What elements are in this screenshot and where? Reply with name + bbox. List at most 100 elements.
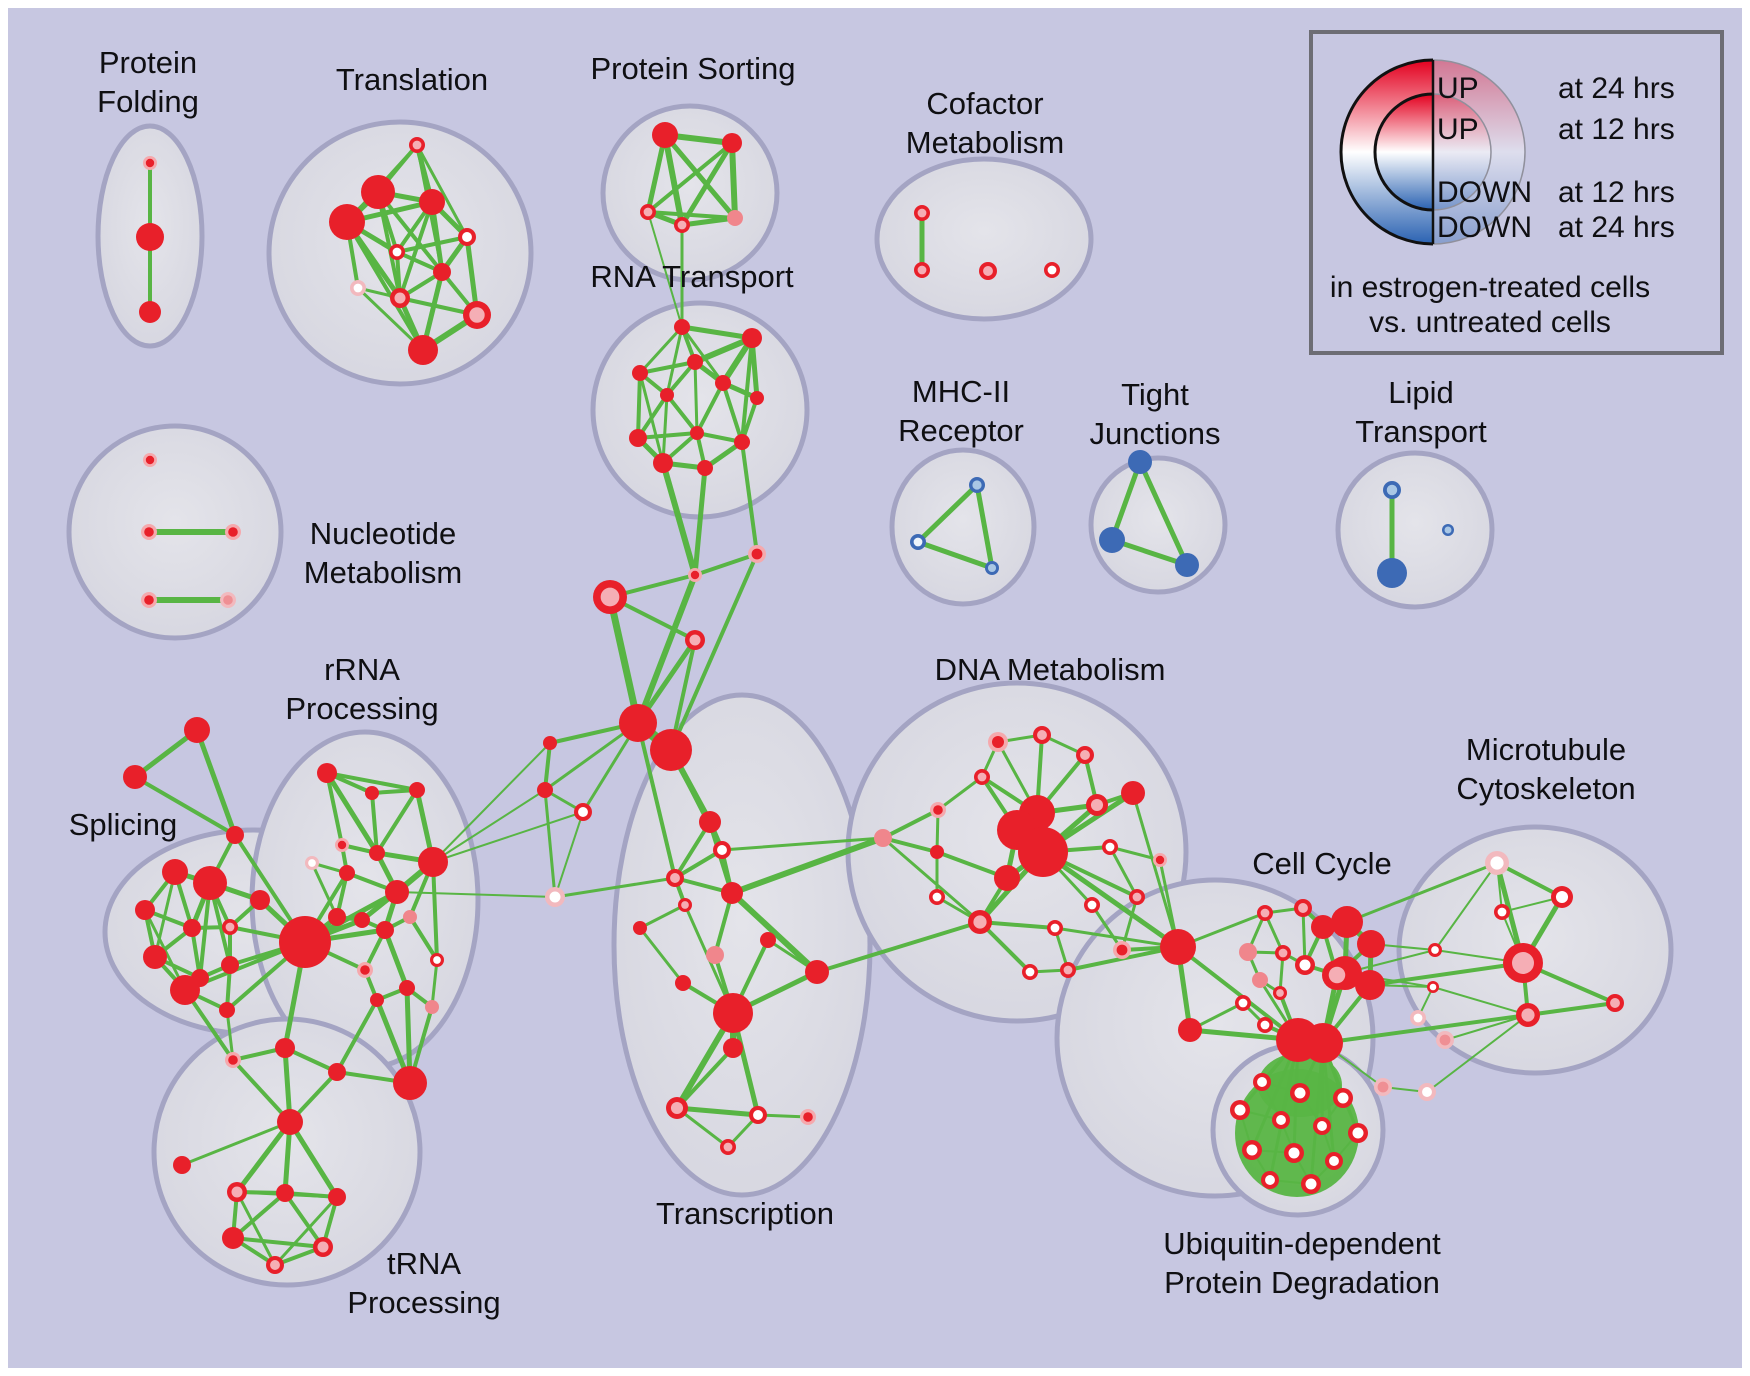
gene-node bbox=[1418, 1083, 1436, 1101]
gene-node bbox=[593, 580, 627, 614]
interaction-edge bbox=[325, 771, 344, 847]
gene-node bbox=[430, 953, 444, 967]
gene-node bbox=[266, 1256, 284, 1274]
gene-node bbox=[1076, 746, 1094, 764]
gene-node bbox=[1348, 1123, 1368, 1143]
interaction-edge bbox=[693, 360, 699, 435]
gene-node bbox=[727, 210, 743, 226]
gene-node bbox=[929, 889, 945, 905]
gene-node bbox=[1239, 943, 1257, 961]
interaction-edge bbox=[675, 1046, 735, 1110]
gene-node bbox=[1442, 524, 1454, 536]
gene-node bbox=[720, 1139, 736, 1155]
legend-time-label: at 12 hrs bbox=[1558, 113, 1675, 146]
gene-node bbox=[227, 1182, 247, 1202]
gene-node bbox=[225, 1052, 241, 1068]
gene-node bbox=[162, 859, 188, 885]
cluster-ellipse-lipid-transport bbox=[1335, 450, 1495, 610]
interaction-edge bbox=[661, 393, 669, 465]
gene-node bbox=[1355, 970, 1385, 1000]
gene-node bbox=[1178, 1018, 1202, 1042]
interaction-edge bbox=[430, 958, 439, 1009]
cluster-ellipse-rna-transport bbox=[590, 300, 810, 520]
interaction-edge bbox=[382, 927, 410, 991]
gene-node bbox=[1325, 1152, 1343, 1170]
gene-node bbox=[640, 204, 656, 220]
interaction-edge bbox=[235, 1190, 277, 1267]
interaction-edge bbox=[432, 789, 546, 863]
gene-node bbox=[1086, 794, 1108, 816]
interaction-edge bbox=[1120, 895, 1139, 952]
interaction-edge bbox=[1309, 1041, 1325, 1186]
gene-node bbox=[974, 769, 990, 785]
gene-node bbox=[1128, 450, 1152, 474]
gene-node bbox=[143, 156, 157, 170]
gene-node bbox=[419, 189, 445, 215]
gene-node bbox=[350, 280, 366, 296]
gene-node bbox=[275, 1038, 295, 1058]
gene-node bbox=[385, 880, 409, 904]
cluster-ellipse-cofactor-metabolism bbox=[874, 156, 1094, 322]
gene-node bbox=[734, 434, 750, 450]
gene-node bbox=[750, 391, 764, 405]
gene-node bbox=[183, 919, 201, 937]
gene-node bbox=[143, 453, 157, 467]
gene-node bbox=[688, 568, 702, 582]
legend-box bbox=[1309, 30, 1724, 355]
cluster-ellipse-transcription bbox=[611, 692, 873, 1198]
cluster-label: DNA Metabolism bbox=[935, 652, 1166, 687]
interaction-edge bbox=[231, 1058, 292, 1124]
interaction-edge bbox=[231, 1236, 325, 1249]
cluster-label: Microtubule Cytoskeleton bbox=[1456, 732, 1635, 806]
interaction-edge bbox=[408, 915, 439, 962]
interaction-edge bbox=[1368, 961, 1525, 987]
gene-node bbox=[370, 993, 384, 1007]
cluster-ellipse-mhc-ii-receptor bbox=[889, 447, 1037, 607]
gene-node bbox=[1102, 839, 1118, 855]
legend-time-label: at 12 hrs bbox=[1558, 176, 1675, 209]
gene-node bbox=[1160, 929, 1196, 965]
gene-node bbox=[1311, 915, 1335, 939]
gene-node bbox=[1322, 960, 1352, 990]
interaction-edge bbox=[662, 132, 685, 228]
interaction-edge bbox=[283, 1191, 325, 1249]
gene-node bbox=[685, 630, 705, 650]
cluster-label: Lipid Transport bbox=[1355, 375, 1487, 449]
interaction-edge bbox=[665, 393, 699, 435]
gene-node bbox=[1301, 1174, 1321, 1194]
interaction-edge bbox=[729, 890, 820, 975]
gene-node bbox=[760, 932, 776, 948]
cluster-label: rRNA Processing bbox=[285, 652, 438, 726]
gene-node bbox=[409, 137, 425, 153]
gene-node bbox=[650, 729, 692, 771]
gene-node bbox=[328, 1063, 346, 1081]
gene-node bbox=[652, 122, 678, 148]
legend-time-label: at 24 hrs bbox=[1558, 211, 1675, 244]
interaction-edge bbox=[1137, 459, 1190, 568]
legend: UP at 24 hrs UP at 12 hrs DOWN at 12 hrs DOWN a… bbox=[1309, 30, 1724, 355]
gene-node bbox=[545, 887, 565, 907]
gene-node bbox=[653, 453, 673, 473]
gene-node bbox=[354, 912, 370, 928]
interaction-edge bbox=[679, 324, 755, 341]
gene-node bbox=[1606, 994, 1624, 1012]
interaction-edge bbox=[693, 552, 759, 577]
interaction-edge bbox=[646, 141, 734, 214]
legend-outer-left-arc bbox=[1339, 58, 1434, 246]
interaction-edge bbox=[974, 482, 995, 571]
cluster-label: Tight Junctions bbox=[1090, 377, 1221, 451]
gene-node bbox=[393, 1066, 427, 1100]
gene-node bbox=[276, 1184, 294, 1202]
gene-node bbox=[1033, 726, 1051, 744]
interaction-edge bbox=[645, 132, 668, 215]
gene-node bbox=[173, 1156, 191, 1174]
gene-node bbox=[250, 890, 270, 910]
gene-node bbox=[715, 375, 731, 391]
gene-node bbox=[1357, 930, 1385, 958]
gene-node bbox=[543, 736, 557, 750]
gene-node bbox=[403, 910, 417, 924]
gene-node bbox=[749, 1106, 767, 1124]
interaction-edge bbox=[553, 876, 677, 899]
gene-node bbox=[463, 301, 491, 329]
gene-node bbox=[1099, 527, 1125, 553]
